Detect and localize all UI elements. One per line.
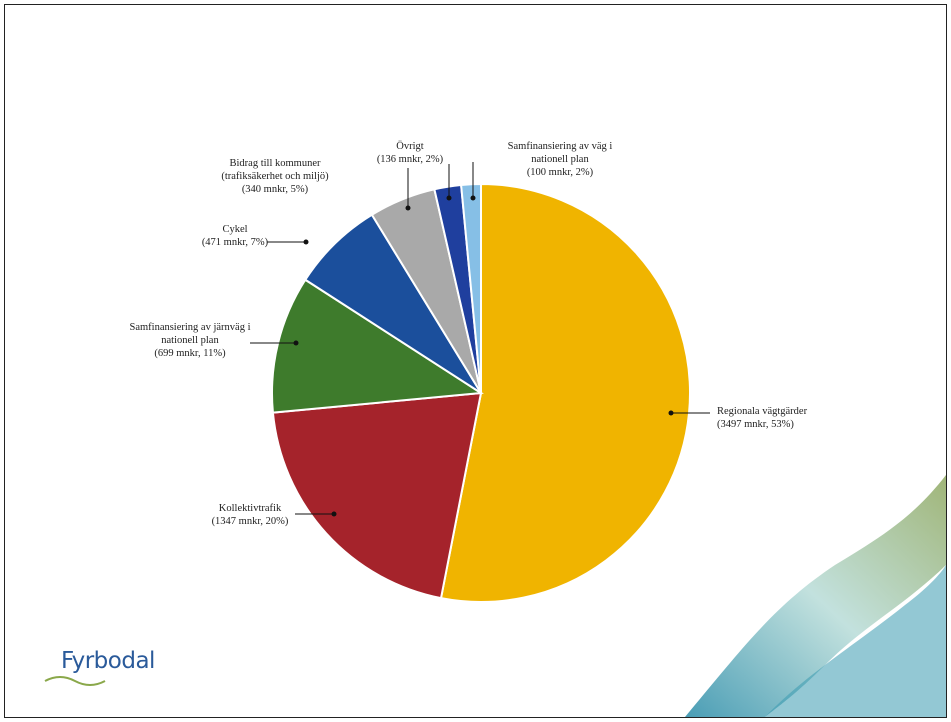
logo: Fyrbodal (61, 648, 155, 674)
category-label: Bidrag till kommuner (trafiksäkerhet och… (221, 158, 329, 182)
slice-label: Samfinansiering av väg i nationell plan (… (500, 140, 620, 179)
category-label: Cykel (222, 224, 248, 235)
leader-dot (470, 195, 476, 201)
leader-dot (331, 511, 337, 517)
value-label: (340 mnkr, 5%) (241, 184, 309, 195)
leader-dot (405, 205, 411, 211)
leader-dot (668, 410, 674, 416)
leader-dot (303, 239, 309, 245)
pie-slice (271, 391, 483, 600)
value-label: (699 mnkr, 11%) (154, 348, 226, 359)
pie-slice (460, 182, 482, 394)
logo-mark (44, 676, 106, 686)
value-label: (3497 mnkr, 53%) (717, 419, 794, 430)
slice-label: Samfinansiering av järnväg i nationell p… (115, 321, 265, 360)
slice-label: Regionala vägtgärder (3497 mnkr, 53%) (717, 405, 837, 431)
slice-label: Kollektivtrafik (1347 mnkr, 20%) (175, 502, 325, 528)
category-label: Övrigt (396, 141, 424, 152)
value-label: (471 mnkr, 7%) (201, 237, 269, 248)
chart (44, 162, 946, 717)
value-label: (100 mnkr, 2%) (526, 167, 594, 178)
slice-label: Cykel (471 mnkr, 7%) (185, 223, 285, 249)
slide: Fyrbodal Regionala vägtgärder (3497 mnkr,… (4, 4, 947, 718)
category-label: Kollektivtrafik (218, 503, 282, 514)
category-label: Samfinansiering av järnväg i nationell p… (129, 322, 251, 346)
slice-label: Övrigt (136 mnkr, 2%) (365, 140, 455, 166)
leader-dot (446, 195, 452, 201)
decoration (765, 565, 946, 717)
category-label: Regionala vägtgärder (717, 406, 808, 417)
value-label: (136 mnkr, 2%) (376, 154, 444, 165)
slice-label: Bidrag till kommuner (trafiksäkerhet och… (205, 157, 345, 196)
decoration (685, 475, 946, 717)
leader-dot (293, 340, 299, 346)
category-label: Samfinansiering av väg i nationell plan (507, 141, 613, 165)
value-label: (1347 mnkr, 20%) (211, 516, 289, 527)
